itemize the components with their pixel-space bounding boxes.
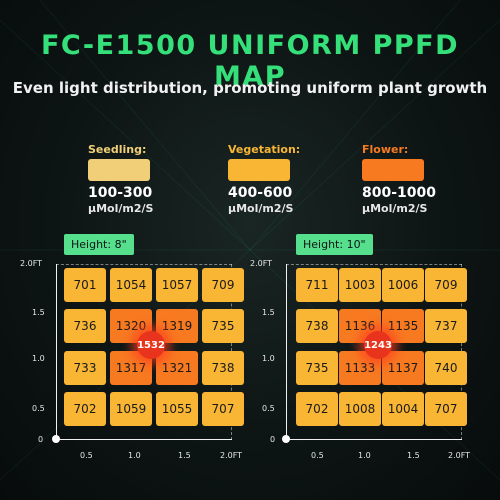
legend-unit: μMol/m2/S <box>228 202 294 215</box>
legend-unit: μMol/m2/S <box>88 202 154 215</box>
y-axis <box>56 264 57 440</box>
x-tick: 1.0 <box>128 451 141 460</box>
y-tick: 2.0FT <box>20 259 43 268</box>
x-tick: 2.0FT <box>220 451 243 460</box>
y-tick: 1.5 <box>32 308 45 317</box>
x-tick: 2.0FT <box>448 451 471 460</box>
legend-seedling: Seedling: 100-300 μMol/m2/S <box>88 143 208 215</box>
ppfd-cell: 738 <box>202 351 244 385</box>
legend-range: 400-600 <box>228 185 293 201</box>
ppfd-cell: 701 <box>64 268 106 302</box>
ppfd-cell: 1006 <box>382 268 424 302</box>
legend-unit: μMol/m2/S <box>362 202 428 215</box>
ppfd-cell: 702 <box>296 392 338 426</box>
grid-line <box>56 264 232 265</box>
legend-swatch <box>228 159 290 181</box>
ppfd-cell: 1008 <box>339 392 381 426</box>
ppfd-cell: 707 <box>425 392 467 426</box>
ppfd-cell: 1003 <box>339 268 381 302</box>
center-peak-value: 1532 <box>137 331 165 359</box>
y-tick: 2.0FT <box>250 259 273 268</box>
page-subtitle: Even light distribution, promoting unifo… <box>12 79 488 97</box>
legend-swatch <box>362 159 424 181</box>
ppfd-cell: 707 <box>202 392 244 426</box>
x-axis <box>56 439 232 440</box>
legend-label: Vegetation: <box>228 143 301 156</box>
height-badge: Height: 10" <box>296 234 373 255</box>
axis-origin <box>52 435 60 443</box>
ppfd-cell: 737 <box>425 309 467 343</box>
ppfd-cell: 1321 <box>156 351 198 385</box>
y-axis <box>286 264 287 440</box>
x-tick: 0.5 <box>311 451 324 460</box>
ppfd-cell: 1055 <box>156 392 198 426</box>
y-tick: 0.5 <box>32 404 45 413</box>
ppfd-cell: 1059 <box>110 392 152 426</box>
center-peak-value: 1243 <box>364 331 392 359</box>
ppfd-cell: 1054 <box>110 268 152 302</box>
grid-line <box>286 264 462 265</box>
ppfd-cell: 711 <box>296 268 338 302</box>
legend-swatch <box>88 159 150 181</box>
ppfd-cell: 733 <box>64 351 106 385</box>
ppfd-cell: 735 <box>296 351 338 385</box>
legend-label: Seedling: <box>88 143 147 156</box>
y-tick: 0.5 <box>262 404 275 413</box>
y-tick: 1.5 <box>262 308 275 317</box>
ppfd-cell: 709 <box>202 268 244 302</box>
y-tick: 1.0 <box>262 354 275 363</box>
ppfd-cell: 740 <box>425 351 467 385</box>
ppfd-cell: 1319 <box>156 309 198 343</box>
legend-range: 100-300 <box>88 185 153 201</box>
y-tick: 0 <box>270 435 276 444</box>
x-tick: 1.5 <box>407 451 420 460</box>
ppfd-cell: 709 <box>425 268 467 302</box>
ppfd-cell: 738 <box>296 309 338 343</box>
legend-vegetation: Vegetation: 400-600 μMol/m2/S <box>228 143 348 215</box>
ppfd-cell: 702 <box>64 392 106 426</box>
axis-origin <box>282 435 290 443</box>
ppfd-cell: 736 <box>64 309 106 343</box>
y-tick: 1.0 <box>32 354 45 363</box>
x-tick: 0.5 <box>80 451 93 460</box>
legend-flower: Flower: 800-1000 μMol/m2/S <box>362 143 482 215</box>
ppfd-cell: 1137 <box>382 351 424 385</box>
legend-range: 800-1000 <box>362 185 436 201</box>
x-tick: 1.5 <box>178 451 191 460</box>
x-tick: 1.0 <box>358 451 371 460</box>
ppfd-cell: 735 <box>202 309 244 343</box>
ppfd-cell: 1057 <box>156 268 198 302</box>
x-axis <box>286 439 462 440</box>
ppfd-cell: 1136 <box>339 309 381 343</box>
page-title: FC-E1500 UNIFORM PPFD MAP <box>40 30 460 92</box>
ppfd-cell: 1004 <box>382 392 424 426</box>
height-badge: Height: 8" <box>64 234 134 255</box>
legend-label: Flower: <box>362 143 409 156</box>
y-tick: 0 <box>38 435 44 444</box>
